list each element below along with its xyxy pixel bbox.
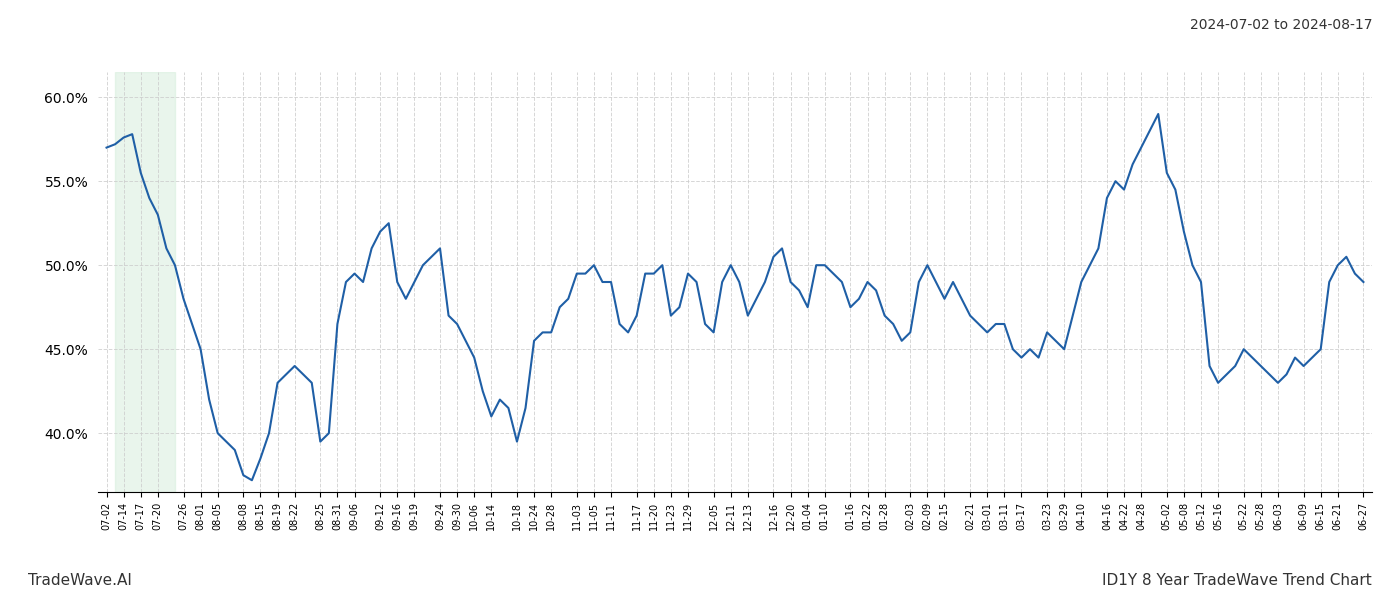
Text: TradeWave.AI: TradeWave.AI [28, 573, 132, 588]
Text: ID1Y 8 Year TradeWave Trend Chart: ID1Y 8 Year TradeWave Trend Chart [1102, 573, 1372, 588]
Bar [115, 72, 175, 492]
Text: 2024-07-02 to 2024-08-17: 2024-07-02 to 2024-08-17 [1190, 18, 1372, 32]
